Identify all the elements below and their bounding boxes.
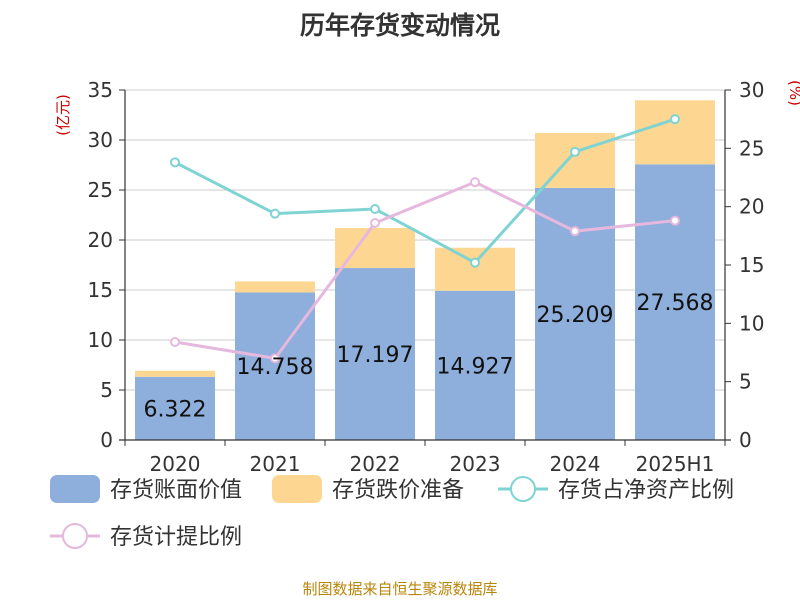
right-axis-unit: (%) [786, 80, 800, 106]
right-tick-label: 5 [739, 370, 752, 394]
bar-impairment-provision [435, 247, 515, 291]
bar-value-label: 17.197 [337, 343, 414, 368]
line-point [170, 157, 180, 168]
right-tick-label: 0 [739, 428, 752, 452]
bar-book-value [635, 164, 715, 440]
line-provision-ratio [174, 180, 676, 360]
bar-value-label: 14.758 [237, 355, 314, 380]
bar-book-value [435, 290, 515, 440]
line-point [570, 146, 580, 157]
category-label: 2024 [550, 452, 601, 476]
line-point [570, 226, 580, 237]
right-tick-label: 15 [739, 253, 764, 277]
legend-swatch [50, 475, 100, 503]
category-label: 2021 [250, 452, 301, 476]
category-label: 2020 [150, 452, 201, 476]
bar-impairment-provision [235, 281, 315, 293]
left-tick-label: 15 [88, 278, 113, 302]
legend-marker [510, 476, 536, 502]
category-label: 2022 [350, 452, 401, 476]
bar-book-value [335, 268, 415, 440]
legend-label: 存货计提比例 [110, 525, 242, 550]
bar-value-label: 27.568 [637, 291, 714, 316]
left-tick-label: 30 [88, 128, 113, 152]
bar-value-label: 25.209 [537, 303, 614, 328]
chart-title: 历年存货变动情况 [300, 11, 500, 40]
legend-swatch [272, 475, 322, 503]
left-tick-label: 10 [88, 328, 113, 352]
line-net-asset-ratio [174, 117, 676, 265]
legend-label: 存货占净资产比例 [558, 478, 734, 503]
line-point [370, 218, 380, 228]
right-tick-label: 10 [739, 311, 764, 335]
series-lines [170, 114, 680, 364]
left-tick-label: 0 [100, 428, 113, 452]
bar-impairment-provision [135, 370, 215, 377]
axes [119, 89, 731, 446]
legend-marker [62, 523, 88, 549]
bar-value-label: 6.322 [144, 397, 207, 422]
left-tick-label: 20 [88, 228, 113, 252]
bar-book-value [135, 376, 215, 440]
category-label: 2025H1 [636, 452, 715, 476]
left-axis-unit: (亿元) [54, 94, 72, 136]
source-note: 制图数据来自恒生聚源数据库 [302, 580, 497, 598]
left-tick-label: 5 [100, 378, 113, 402]
bars [135, 100, 715, 440]
bar-impairment-provision [635, 100, 715, 165]
left-tick-label: 25 [88, 178, 113, 202]
line-point [670, 215, 680, 226]
category-label: 2023 [450, 452, 501, 476]
bar-labels: 6.322 14.758 17.197 14.927 25.209 27.568 [144, 291, 714, 422]
legend-label: 存货账面价值 [110, 478, 242, 503]
line-point [270, 208, 280, 219]
bar-book-value [235, 292, 315, 440]
right-tick-label: 20 [739, 195, 764, 219]
right-tick-label: 25 [739, 136, 764, 160]
line-point [470, 257, 480, 268]
right-tick-label: 30 [739, 78, 764, 102]
line-point [670, 114, 680, 125]
line-point [470, 177, 480, 188]
line-point [370, 204, 380, 214]
tick-labels: 0 5 10 15 20 25 30 35 0 5 10 15 20 25 30 2020 2021 2022 20… [88, 78, 765, 476]
line-point [270, 353, 280, 364]
legend-label: 存货跌价准备 [332, 478, 464, 503]
line-point [170, 337, 180, 347]
bar-value-label: 14.927 [437, 354, 514, 379]
left-tick-label: 35 [88, 78, 113, 102]
grid-lines [125, 89, 725, 391]
